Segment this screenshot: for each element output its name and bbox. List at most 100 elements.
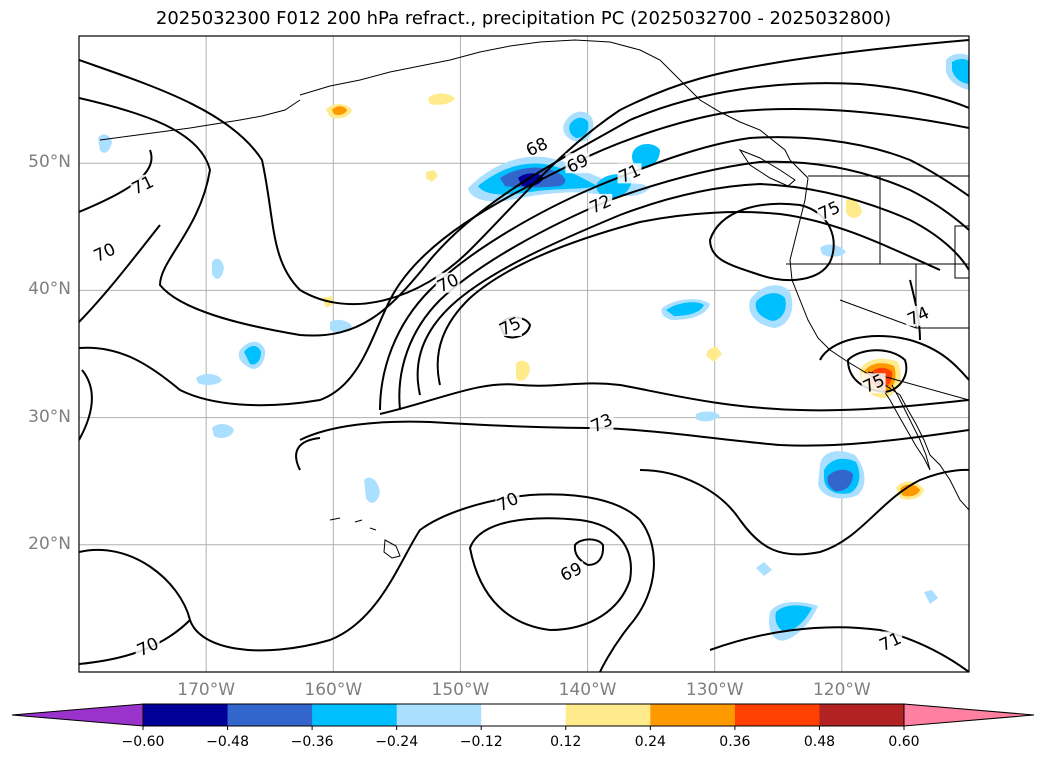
- contour-lines: [79, 39, 969, 672]
- contour-line: [708, 202, 835, 282]
- colorbar-swatch: [227, 704, 313, 726]
- contour-label-bg: [135, 636, 160, 657]
- precip-patch: [756, 562, 772, 576]
- contour-label-bg: [130, 174, 155, 195]
- contour-label-bg: [878, 631, 903, 652]
- lon-tick-label: 170°W: [177, 680, 236, 700]
- colorbar-tick-label: −0.36: [290, 734, 334, 750]
- coastline-baja: [871, 371, 931, 471]
- precip-patch: [212, 424, 234, 438]
- contour-label-bg: [559, 561, 584, 582]
- contour-line: [379, 382, 969, 415]
- contour-line: [639, 468, 969, 556]
- colorbar-swatch: [481, 704, 567, 726]
- lat-tick-label: 50°N: [28, 152, 71, 173]
- colorbar-tick-label: −0.24: [375, 734, 419, 750]
- precip-patch: [706, 346, 722, 362]
- contour-line: [79, 107, 969, 407]
- contour-label-bg: [589, 412, 614, 433]
- colorbar-frame: [142, 703, 905, 727]
- colorbar-swatch: [650, 704, 736, 726]
- precip-patch: [632, 144, 660, 169]
- precip-patch: [952, 59, 969, 84]
- colorbar-tick-label: 0.12: [550, 734, 582, 750]
- precip-patch: [696, 411, 720, 422]
- contour-label-bg: [617, 163, 642, 184]
- contour-line: [846, 349, 908, 394]
- precip-patch: [516, 360, 530, 381]
- colorbar-tick-label: −0.60: [121, 734, 165, 750]
- precip-patch: [827, 469, 853, 492]
- lon-tick-label: 160°W: [304, 680, 363, 700]
- coastlines: [99, 39, 969, 559]
- lon-tick-label: 140°W: [558, 680, 617, 700]
- contour-label-bg: [524, 136, 549, 157]
- map-frame: [78, 35, 970, 673]
- colorbar-tick-label: 0.24: [634, 734, 666, 750]
- colorbar-swatch: [565, 704, 651, 726]
- contour-line: [79, 82, 969, 337]
- contour-line: [379, 136, 969, 411]
- contour-line: [416, 182, 969, 396]
- contour-label-bg: [817, 200, 842, 221]
- colorbar-swatch: [143, 704, 229, 726]
- contour-label-bg: [906, 305, 931, 326]
- colorbar-tick-label: −0.48: [206, 734, 249, 750]
- precip-patch: [428, 93, 455, 105]
- lat-tick-label: 20°N: [28, 533, 71, 554]
- colorbar-swatch: [734, 704, 820, 726]
- contour-line: [79, 369, 93, 441]
- map-background: [79, 36, 969, 672]
- colorbar-swatch: [396, 704, 482, 726]
- precip-patch: [518, 173, 543, 187]
- contour-line: [573, 538, 605, 567]
- contour-label-bg: [495, 491, 520, 512]
- colorbar-tick-label: 0.36: [719, 734, 751, 750]
- contour-label-bg: [861, 373, 886, 394]
- precip-patch: [924, 590, 938, 604]
- coastline-west-us: [789, 177, 969, 511]
- colorbar: [11, 703, 1035, 730]
- lon-tick-label: 120°W: [812, 680, 871, 700]
- contour-line: [398, 160, 969, 411]
- hawaii-islands: [329, 517, 401, 559]
- contour-label-bg: [435, 272, 460, 293]
- contour-line: [295, 437, 321, 471]
- colorbar-swatch: [819, 704, 905, 726]
- colorbar-extend-high: [903, 703, 1035, 727]
- contour-label-bg: [588, 193, 613, 214]
- colorbar-tick-label: 0.60: [888, 734, 920, 750]
- precip-patch: [332, 106, 347, 115]
- contour-line: [468, 517, 632, 632]
- precip-patch: [244, 346, 261, 365]
- precip-patch: [666, 302, 704, 316]
- precip-patch: [755, 293, 786, 321]
- contour-label-bg: [92, 242, 117, 263]
- precip-patch: [330, 319, 352, 333]
- lat-tick-label: 40°N: [28, 279, 71, 300]
- colorbar-swatch: [312, 704, 398, 726]
- contour-line: [436, 211, 941, 386]
- lon-tick-label: 130°W: [685, 680, 744, 700]
- lat-tick-label: 30°N: [28, 406, 71, 427]
- page-title: 2025032300 F012 200 hPa refract., precip…: [155, 8, 892, 29]
- colorbar-extend-low: [11, 703, 144, 727]
- precip-patch: [846, 198, 862, 218]
- contour-line: [79, 224, 161, 323]
- colorbar-tick-label: −0.12: [459, 734, 503, 750]
- contour-line: [79, 39, 969, 306]
- precip-patch: [196, 374, 222, 385]
- precip-patch: [775, 605, 812, 632]
- precip-patch: [212, 258, 224, 279]
- contour-label-bg: [565, 153, 590, 174]
- contour-label-bg: [498, 316, 523, 337]
- precip-patch: [569, 117, 589, 138]
- contour-line: [819, 335, 969, 381]
- precip-patch: [900, 484, 920, 497]
- precip-patch: [364, 477, 380, 503]
- lon-tick-label: 150°W: [431, 680, 490, 700]
- precip-patch: [426, 170, 438, 182]
- coastline-aleutians: [99, 99, 301, 141]
